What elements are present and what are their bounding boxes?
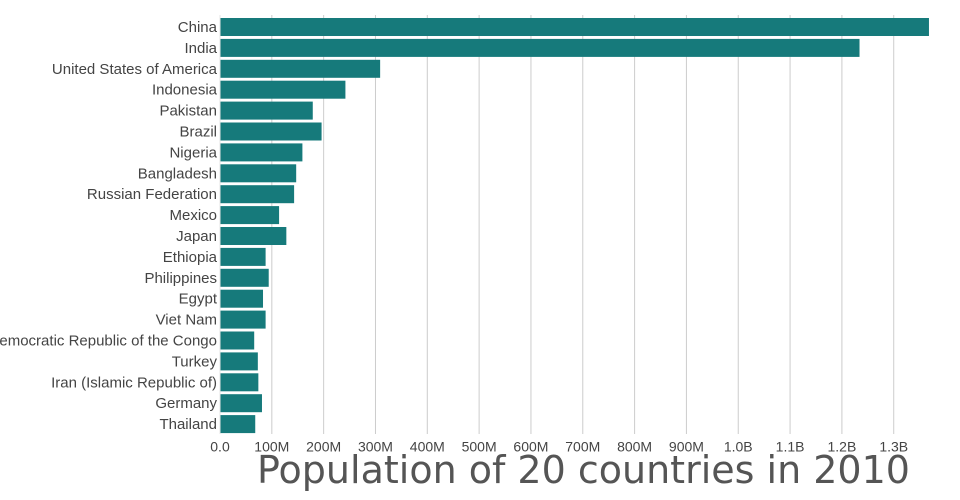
x-tick-label: 1.0B [724,439,753,455]
x-tick-label: 1.1B [776,439,805,455]
bar [220,101,313,120]
bar [220,122,322,141]
x-tick-label: 600M [513,439,548,455]
bar [220,331,255,350]
bar [220,373,259,392]
category-label: United States of America [52,61,218,78]
category-label: Nigeria [169,144,217,161]
category-label: Democratic Republic of the Congo [0,332,217,349]
bar [220,247,266,266]
category-label: Iran (Islamic Republic of) [51,374,217,391]
bar [220,268,269,287]
category-label: Germany [155,395,217,412]
x-tick-label: 700M [565,439,600,455]
chart-title: Population of 20 countries in 2010 [257,448,910,492]
category-label: Philippines [144,270,217,287]
category-label: Viet Nam [156,312,217,329]
bar [220,206,280,225]
category-label: Egypt [179,291,218,308]
bar [220,185,295,204]
category-label: Ethiopia [163,249,218,266]
x-tick-label: 900M [669,439,704,455]
bar [220,310,266,329]
x-tick-label: 1.2B [827,439,856,455]
category-label: India [184,40,217,57]
x-tick-label: 800M [617,439,652,455]
category-label: Japan [176,228,217,245]
bar [220,289,264,308]
bar [220,164,297,183]
bar [220,227,287,245]
bar [220,18,929,36]
bar [220,38,860,57]
category-label: Indonesia [152,82,218,99]
category-label: Russian Federation [87,186,217,203]
category-label: Brazil [179,123,217,140]
x-tick-label: 1.3B [879,439,908,455]
bar [220,394,262,413]
category-label: Thailand [159,416,217,433]
bar [220,80,346,99]
category-label: Bangladesh [138,165,217,182]
x-tick-label: 500M [462,439,497,455]
x-tick-label: 0.0 [210,439,230,455]
category-label: Pakistan [159,103,217,120]
category-label: Mexico [169,207,217,224]
bar [220,415,256,434]
bar [220,352,258,371]
bar [220,143,303,162]
x-tick-label: 300M [358,439,393,455]
x-tick-label: 100M [254,439,289,455]
bar [220,59,381,78]
category-label: China [178,19,218,36]
x-tick-label: 400M [410,439,445,455]
category-label: Turkey [172,353,218,370]
x-tick-label: 200M [306,439,341,455]
